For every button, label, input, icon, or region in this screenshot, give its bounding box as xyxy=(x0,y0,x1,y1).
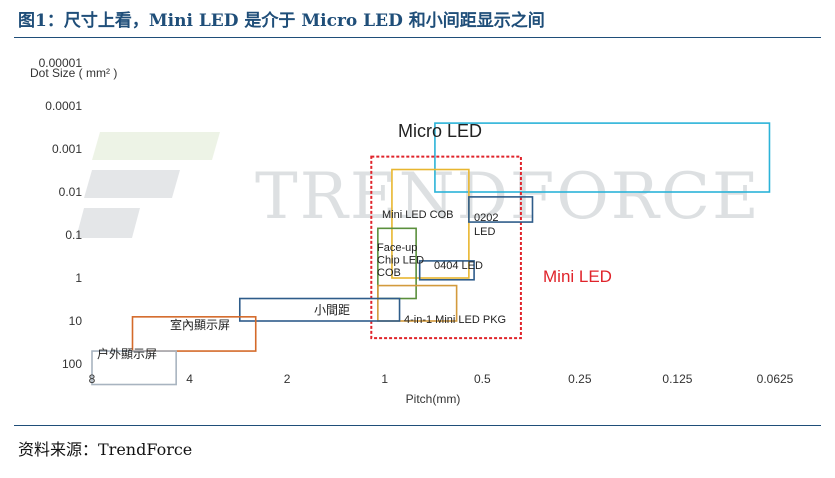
watermark-logo-bottom xyxy=(76,208,140,238)
y-tick-label: 10 xyxy=(69,314,83,328)
x-tick-label: 8 xyxy=(89,372,96,386)
y-tick-label: 0.001 xyxy=(52,142,82,156)
x-tick-label: 4 xyxy=(186,372,193,386)
region-box-室內顯示屏 xyxy=(131,316,257,352)
watermark-logo-mid xyxy=(84,170,180,198)
y-tick-label: 0.0001 xyxy=(45,99,82,113)
region-box-户外顯示屏 xyxy=(91,350,177,386)
region-label-face-up-chip-led-cob: Face-up Chip LED COB xyxy=(377,242,424,279)
region-box-0404-led xyxy=(418,260,475,281)
x-tick-label: 2 xyxy=(284,372,291,386)
tick-labels: 0.00001 0.0001 0.001 0.01 0.1 1 10 100 8 4 2 1 0.5 0.… xyxy=(39,56,794,386)
plot-area: Micro LED Mini LED Mini LED COB 0202 LED Face… xyxy=(91,121,771,386)
region-box-小間距 xyxy=(238,297,401,322)
y-tick-label: 100 xyxy=(62,357,82,371)
y-axis-label: Dot Size ( mm² ) xyxy=(30,66,117,80)
region-label-micro-led: Micro LED xyxy=(398,121,482,141)
y-tick-label: 0.01 xyxy=(59,185,83,199)
x-tick-label: 0.25 xyxy=(568,372,592,386)
region-label-0202-led: 0202 LED xyxy=(474,212,498,238)
region-label-mini-led: Mini LED xyxy=(543,267,612,286)
region-box-mini-led-cob xyxy=(391,168,470,279)
region-box-4-in-1-mini-led-pkg xyxy=(377,284,458,322)
region-label-户外顯示屏: 户外顯示屏 xyxy=(97,346,157,361)
region-box-mini-led xyxy=(370,155,522,340)
region-label-mini-led-cob: Mini LED COB xyxy=(382,209,454,221)
x-tick-label: 0.125 xyxy=(662,372,692,386)
region-label-4-in-1-mini-led-pkg: 4-in-1 Mini LED PKG xyxy=(404,314,506,326)
x-axis-label: Pitch(mm) xyxy=(406,392,461,406)
region-box-micro-led xyxy=(434,122,771,193)
region-label-室內顯示屏: 室內顯示屏 xyxy=(170,317,230,332)
source-rule xyxy=(14,425,821,426)
figure-title: 图1：尺寸上看，Mini LED 是介于 Micro LED 和小间距显示之间 xyxy=(18,11,545,31)
title-rule xyxy=(14,37,821,38)
x-tick-label: 0.5 xyxy=(474,372,491,386)
x-tick-label: 0.0625 xyxy=(757,372,794,386)
source-note: 资料来源：TrendForce xyxy=(18,440,193,459)
region-label-小間距: 小間距 xyxy=(314,303,350,317)
y-tick-label: 0.00001 xyxy=(39,56,83,70)
region-box-0202-led xyxy=(468,196,534,223)
trendforce-watermark: TRENDFORCE xyxy=(76,132,759,238)
y-tick-label: 1 xyxy=(75,271,82,285)
x-tick-label: 1 xyxy=(381,372,388,386)
y-tick-label: 0.1 xyxy=(65,228,82,242)
region-label-0404-led: 0404 LED xyxy=(434,260,483,272)
watermark-logo-top xyxy=(92,132,220,160)
